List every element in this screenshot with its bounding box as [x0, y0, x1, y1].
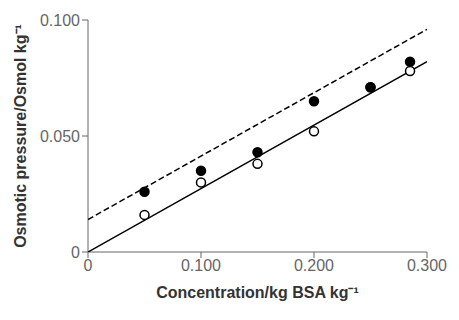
svg-text:0.050: 0.050 [40, 128, 80, 145]
svg-text:0.100: 0.100 [181, 257, 221, 274]
svg-text:0.100: 0.100 [40, 12, 80, 29]
svg-text:0: 0 [84, 257, 93, 274]
svg-text:0.200: 0.200 [294, 257, 334, 274]
svg-text:0.300: 0.300 [407, 257, 447, 274]
svg-text:Concentration/kg BSA kg⁻¹: Concentration/kg BSA kg⁻¹ [156, 284, 359, 301]
svg-text:Osmotic pressure/Osmol kg⁻¹: Osmotic pressure/Osmol kg⁻¹ [12, 24, 29, 248]
svg-text:0: 0 [71, 244, 80, 261]
